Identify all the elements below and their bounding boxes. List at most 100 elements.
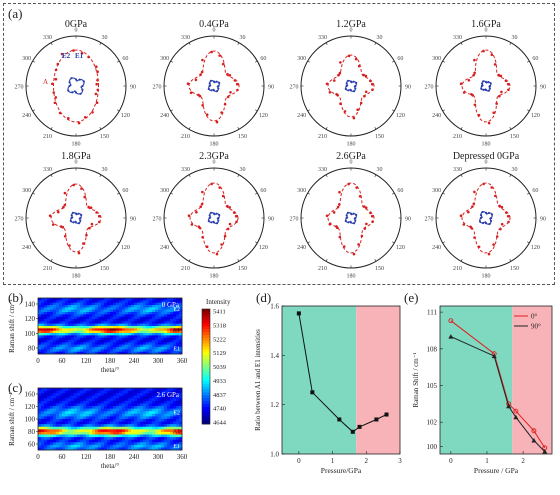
- colorbar-swatch: [202, 386, 210, 390]
- series-a1-point: [72, 183, 75, 187]
- polar-frame: [435, 35, 537, 137]
- colorbar-swatch: [202, 366, 210, 370]
- heatmap-cell: [80, 390, 84, 394]
- heatmap-cell: [137, 300, 141, 303]
- series-e-point: [218, 81, 221, 85]
- heatmap-cell: [128, 347, 132, 350]
- heatmap-cell: [68, 337, 72, 341]
- heatmap-cell: [74, 390, 78, 394]
- angle-tick-mark: [307, 241, 311, 244]
- heatmap-cell: [53, 302, 57, 306]
- heatmap-cell: [77, 408, 81, 412]
- heatmap-cell: [176, 333, 180, 336]
- heatmap-cell: [47, 411, 51, 415]
- heatmap-cell: [134, 390, 138, 394]
- series-a1-point: [83, 116, 87, 119]
- heatmap-cell: [119, 388, 123, 391]
- heatmap-cell: [173, 302, 177, 306]
- heatmap-cell: [77, 314, 81, 317]
- series-e-point: [355, 213, 358, 217]
- heatmap-cell: [128, 333, 132, 336]
- heatmap-cell: [101, 406, 105, 409]
- x-axis-label: theta/°: [101, 366, 120, 374]
- heatmap-cell: [155, 326, 159, 329]
- heatmap-cell: [68, 314, 72, 317]
- heatmap-cell: [128, 406, 132, 409]
- heatmap-cell: [125, 419, 129, 422]
- heatmap-cell: [143, 314, 147, 317]
- heatmap-cell: [143, 337, 147, 341]
- series-e-point: [80, 213, 83, 217]
- angle-tick: 150: [510, 134, 519, 140]
- heatmap-cell: [47, 442, 51, 446]
- heatmap-cell: [107, 347, 111, 350]
- series-e-point: [77, 222, 81, 225]
- data-point: [531, 438, 537, 443]
- colorbar-tick-label: 5039: [213, 364, 226, 371]
- series-e-point: [210, 221, 213, 224]
- heatmap-cell: [44, 393, 48, 397]
- heatmap-cell: [134, 421, 138, 425]
- heatmap-cell: [176, 312, 180, 315]
- heatmap-cell: [44, 421, 48, 425]
- heatmap-cell: [80, 400, 84, 404]
- heatmap-cell: [176, 323, 180, 327]
- heatmap-cell: [113, 439, 117, 443]
- angle-tick-mark: [509, 258, 512, 262]
- heatmap-cell: [116, 398, 120, 402]
- heatmap-cell: [47, 307, 51, 310]
- heatmap-cell: [71, 349, 75, 352]
- series-e-point: [217, 216, 220, 220]
- heatmap-cell: [83, 337, 87, 341]
- heatmap-cell: [41, 437, 45, 440]
- series-e-point: [208, 82, 211, 85]
- angle-tick: 30: [240, 167, 246, 173]
- heatmap-cell: [170, 351, 174, 355]
- heatmap-cell: [128, 388, 132, 391]
- heatmap-cell: [125, 398, 129, 402]
- heatmap-cell: [134, 442, 138, 446]
- heatmap-cell: [44, 347, 48, 350]
- heatmap-cell: [116, 447, 120, 451]
- heatmap-cell: [107, 319, 111, 322]
- heatmap-cell: [158, 344, 162, 348]
- heatmap-cell: [140, 388, 144, 391]
- heatmap-cell: [53, 347, 57, 350]
- heatmap-cell: [50, 424, 54, 428]
- series-a1-point: [365, 222, 368, 226]
- heatmap-cell: [170, 335, 174, 338]
- heatmap-cell: [47, 388, 51, 391]
- heatmap-cell: [65, 447, 69, 451]
- angle-tick: 30: [102, 167, 108, 173]
- heatmap-cell: [143, 413, 147, 417]
- heatmap-cell: [143, 309, 147, 313]
- heatmap-cell: [170, 323, 174, 327]
- heatmap-cell: [140, 349, 144, 352]
- heatmap-cell: [68, 305, 72, 308]
- angle-tick: 180: [482, 142, 491, 148]
- heatmap-cell: [134, 351, 138, 355]
- heatmap-cell: [50, 390, 54, 394]
- series-a1-point: [80, 187, 83, 190]
- heatmap-cell: [179, 390, 183, 394]
- heatmap-cell: [125, 319, 129, 322]
- angle-tick: 60: [397, 188, 403, 194]
- heatmap-cell: [92, 419, 96, 422]
- angle-tick: 120: [396, 245, 405, 251]
- heatmap-cell: [173, 349, 177, 352]
- series-e-point: [349, 221, 353, 224]
- heatmap-cell: [104, 398, 108, 402]
- heatmap-cell: [56, 314, 60, 317]
- series-a1-point: [236, 88, 239, 92]
- heatmap-cell: [122, 413, 126, 417]
- heatmap-cell: [101, 351, 105, 355]
- colorbar-swatch: [202, 406, 210, 411]
- series-a1-point: [339, 61, 342, 64]
- heatmap-cell: [143, 434, 147, 438]
- heatmap-cell: [152, 312, 156, 315]
- colorbar-frame: [201, 308, 211, 425]
- heatmap-cell: [47, 416, 51, 420]
- heatmap-cell: [161, 323, 165, 327]
- heatmap-cell: [38, 413, 42, 417]
